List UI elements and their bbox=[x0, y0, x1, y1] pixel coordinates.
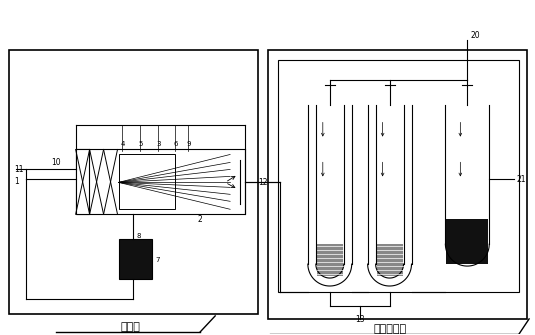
Bar bbox=[268, 50, 527, 319]
Bar bbox=[119, 239, 152, 279]
Text: 4: 4 bbox=[120, 141, 125, 147]
Text: 20: 20 bbox=[470, 31, 480, 40]
Text: 5: 5 bbox=[138, 141, 143, 147]
Bar bbox=[317, 244, 343, 276]
Text: 溶氢区: 溶氢区 bbox=[120, 322, 140, 332]
Bar bbox=[75, 149, 245, 214]
Text: 1: 1 bbox=[14, 177, 19, 186]
Bar bbox=[9, 50, 258, 314]
Text: 13: 13 bbox=[355, 315, 364, 324]
Bar bbox=[278, 60, 519, 292]
Text: 7: 7 bbox=[155, 257, 160, 263]
Text: 加氢反应区: 加氢反应区 bbox=[373, 324, 406, 334]
Text: 3: 3 bbox=[156, 141, 160, 147]
Text: 12: 12 bbox=[258, 178, 268, 187]
Bar bbox=[119, 154, 175, 209]
Text: 2: 2 bbox=[198, 215, 203, 224]
Text: 9: 9 bbox=[186, 141, 190, 147]
Text: 11: 11 bbox=[14, 165, 24, 174]
Text: 6: 6 bbox=[173, 141, 178, 147]
Bar bbox=[446, 219, 488, 264]
Text: 8: 8 bbox=[136, 233, 141, 239]
Text: 21: 21 bbox=[516, 175, 526, 184]
Text: 10: 10 bbox=[51, 158, 60, 167]
Bar bbox=[75, 149, 89, 214]
Bar bbox=[377, 244, 402, 276]
